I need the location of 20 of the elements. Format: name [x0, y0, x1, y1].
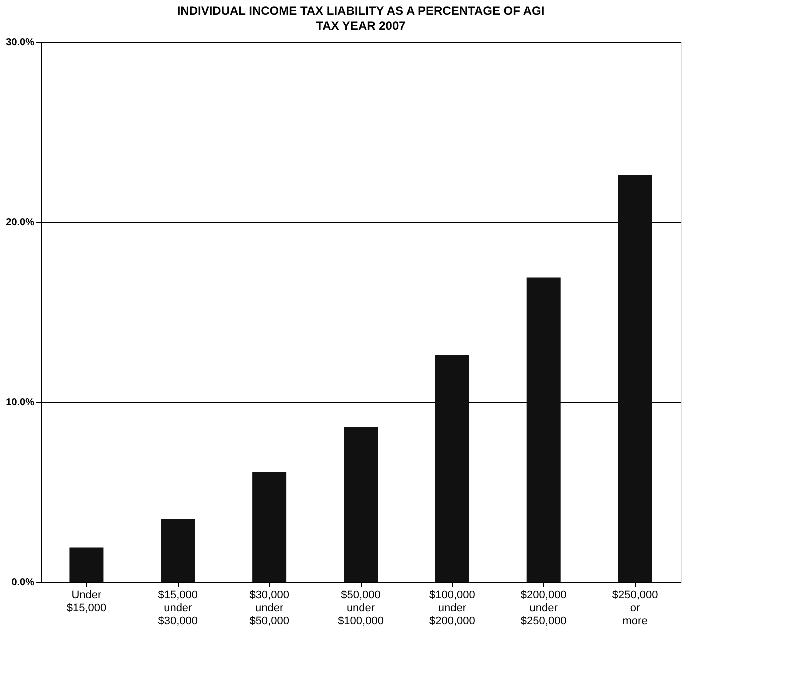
x-tick-label: $15,000 under $30,000 — [158, 590, 198, 628]
x-tick-label: $250,000 or more — [612, 590, 658, 628]
bar — [526, 278, 561, 582]
bar — [344, 427, 378, 582]
bar — [70, 548, 104, 582]
y-tick-label: 30.0% — [6, 38, 35, 48]
y-tick-label: 10.0% — [6, 398, 35, 408]
bar — [618, 175, 652, 582]
x-tick-label: $200,000 under $250,000 — [520, 590, 567, 628]
y-tick-label: 0.0% — [12, 578, 35, 588]
bar — [435, 355, 470, 582]
x-tick-label: Under $15,000 — [66, 590, 107, 614]
x-tick-label: $50,000 under $100,000 — [338, 590, 384, 628]
y-tick-label: 20.0% — [6, 218, 35, 228]
chart-title: INDIVIDUAL INCOME TAX LIABILITY AS A PERCENTAGE OF AGI — [177, 4, 545, 18]
bar — [252, 472, 287, 582]
x-tick-label: $100,000 under $200,000 — [429, 590, 476, 628]
bar — [161, 519, 196, 582]
chart-subtitle: TAX YEAR 2007 — [316, 19, 406, 33]
x-tick-label: $30,000 under $50,000 — [250, 590, 290, 628]
